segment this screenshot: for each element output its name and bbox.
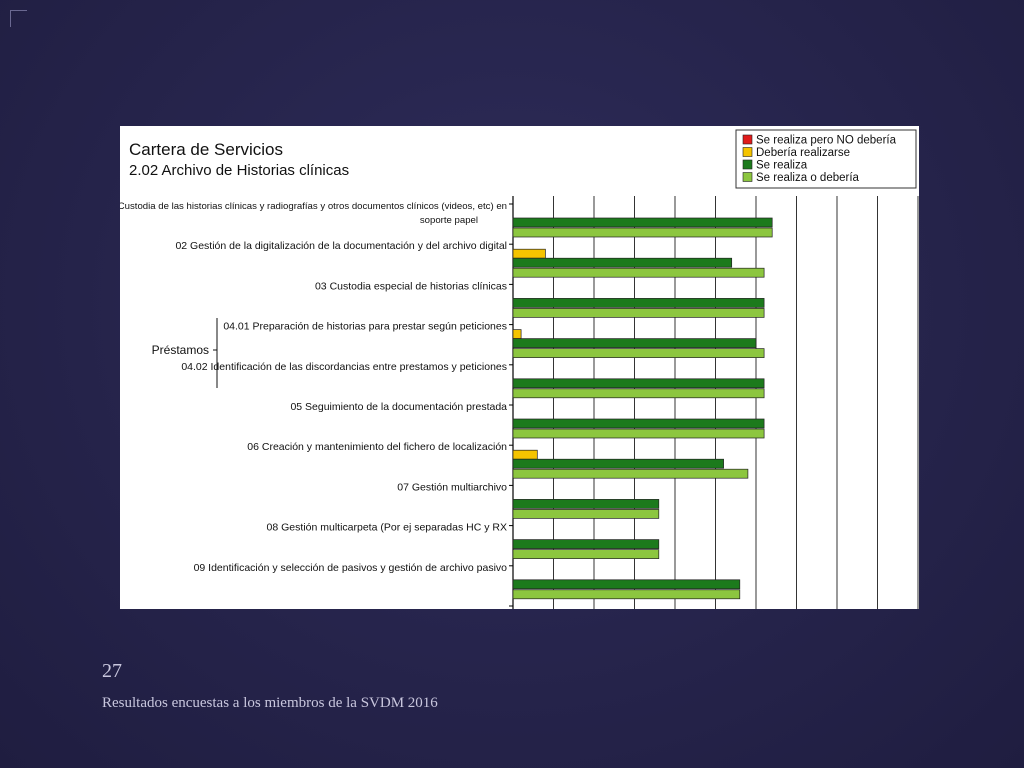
category-label: 04.01 Preparación de historias para pres… <box>223 321 507 333</box>
bar-chart: Cartera de Servicios 2.02 Archivo de His… <box>120 129 919 609</box>
chart-subtitle: 2.02 Archivo de Historias clínicas <box>129 162 349 179</box>
bar <box>512 378 765 389</box>
category-label: 04.02 Identificación de las discordancia… <box>181 361 507 373</box>
category-label: 08 Gestión multicarpeta (Por ej separada… <box>267 522 507 534</box>
bar <box>512 338 757 348</box>
chart-bars <box>512 217 773 600</box>
bar <box>512 298 765 308</box>
category-labels: 01 Custodia de las historias clínicas y … <box>120 201 507 574</box>
legend-swatch <box>742 147 753 157</box>
bar <box>512 549 660 559</box>
legend-swatch <box>742 172 753 182</box>
legend-box <box>735 129 917 189</box>
bar <box>512 449 538 460</box>
bar <box>512 248 546 259</box>
bar <box>512 388 765 399</box>
legend-label: Debería realizarse <box>756 147 850 159</box>
slide-footer: Resultados encuestas a los miembros de l… <box>102 695 438 711</box>
bar <box>512 468 749 479</box>
bar <box>512 227 773 238</box>
bar <box>512 539 660 549</box>
legend-label: Se realiza <box>756 160 808 172</box>
category-label: 01 Custodia de las historias clínicas y … <box>120 201 507 226</box>
group-label: Préstamos <box>152 343 209 357</box>
category-label: 02 Gestión de la digitalización de la do… <box>175 240 507 252</box>
bar <box>512 217 773 228</box>
bar <box>512 267 765 278</box>
category-group: Préstamos <box>152 318 218 388</box>
bar <box>512 308 765 318</box>
bar <box>512 499 660 509</box>
bar <box>512 418 765 429</box>
category-label: 05 Seguimiento de la documentación prest… <box>290 401 507 413</box>
bar <box>512 589 741 600</box>
chart-title: Cartera de Servicios <box>129 140 283 159</box>
legend-swatch <box>742 134 753 145</box>
bar <box>512 458 724 469</box>
bar <box>512 428 765 439</box>
legend-label: Se realiza o debería <box>756 172 860 184</box>
slide-corner-decoration <box>10 10 27 27</box>
bar <box>512 579 741 590</box>
legend-swatch <box>742 159 753 170</box>
bar <box>512 329 522 339</box>
category-label: 06 Creación y mantenimiento del fichero … <box>247 441 507 453</box>
category-label: 09 Identificación y selección de pasivos… <box>194 562 508 574</box>
legend-label: Se realiza pero NO debería <box>756 135 897 147</box>
bar <box>512 509 660 519</box>
bar <box>512 257 733 268</box>
category-label: 03 Custodia especial de historias clínic… <box>315 280 507 292</box>
chart-panel: Cartera de Servicios 2.02 Archivo de His… <box>120 126 919 609</box>
category-label: 07 Gestión multiarchivo <box>397 481 507 493</box>
bar <box>512 348 765 358</box>
slide-number: 27 <box>102 660 122 682</box>
